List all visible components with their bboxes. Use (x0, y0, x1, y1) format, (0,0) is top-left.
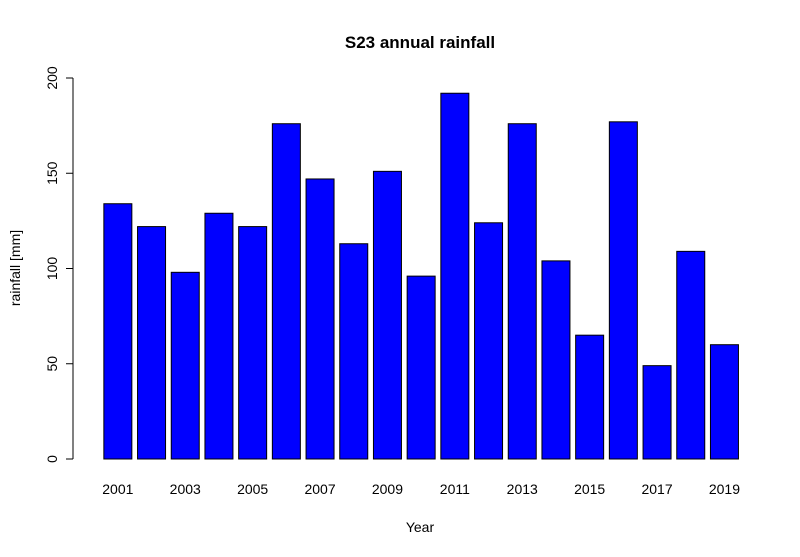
x-tick-label: 2001 (102, 481, 133, 497)
bar-2017 (642, 365, 672, 460)
bar-2012 (474, 222, 504, 460)
bar-2011 (440, 92, 470, 460)
x-tick-labels: 2001 2003 2005 2007 2009 2011 2013 2015 2017 2019 (102, 481, 740, 497)
bar-2004 (204, 212, 234, 460)
x-tick-label: 2003 (170, 481, 201, 497)
bar-2009 (372, 170, 402, 460)
x-tick-label: 2007 (304, 481, 335, 497)
x-tick-label: 2015 (574, 481, 605, 497)
x-tick-label: 2017 (641, 481, 672, 497)
bar-2018 (676, 250, 706, 460)
x-tick-label: 2005 (237, 481, 268, 497)
x-tick-label: 2011 (440, 481, 470, 497)
bar-2006 (271, 123, 301, 460)
y-tick-label: 200 (44, 66, 60, 90)
chart-title: S23 annual rainfall (345, 33, 495, 52)
x-tick-label: 2013 (507, 481, 538, 497)
bar-2005 (238, 226, 268, 460)
bar-2002 (137, 226, 167, 460)
bar-2010 (406, 275, 436, 460)
bar-2008 (339, 243, 369, 460)
x-tick-label: 2009 (372, 481, 403, 497)
y-tick-label: 100 (44, 257, 60, 281)
bar-2019 (709, 344, 739, 460)
bar-2013 (507, 123, 537, 460)
y-axis: 0 50 100 150 200 (44, 66, 74, 463)
bar-2016 (608, 121, 638, 460)
y-axis-label: rainfall [mm] (7, 230, 23, 306)
bars (103, 92, 739, 460)
y-tick-label: 50 (44, 356, 60, 372)
y-tick-label: 0 (44, 455, 60, 463)
bar-2014 (541, 260, 571, 460)
bar-2001 (103, 203, 133, 460)
x-axis-label: Year (406, 519, 435, 535)
y-tick-label: 150 (44, 161, 60, 185)
bar-2007 (305, 178, 335, 460)
x-tick-label: 2019 (709, 481, 740, 497)
bar-2015 (575, 334, 605, 460)
bar-2003 (170, 271, 200, 460)
